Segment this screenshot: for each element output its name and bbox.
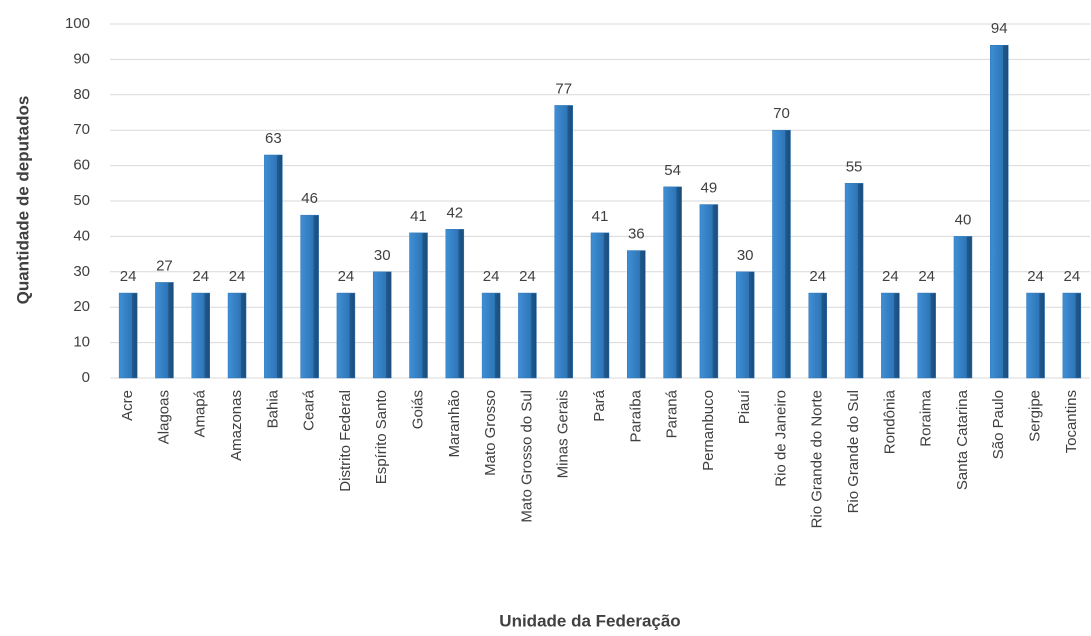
data-label: 24 — [882, 268, 899, 285]
bar — [590, 232, 610, 379]
x-tick-label: Amazonas — [228, 390, 245, 461]
bar — [735, 271, 755, 379]
bar — [227, 292, 247, 379]
y-tick-label: 90 — [73, 50, 90, 67]
y-tick-label: 30 — [73, 263, 90, 280]
bar — [808, 292, 828, 379]
x-tick-label: Ceará — [301, 389, 318, 431]
data-label: 55 — [846, 158, 863, 175]
x-tick-label: Maranhão — [446, 390, 463, 458]
data-label: 49 — [701, 180, 718, 197]
y-tick-label: 10 — [73, 334, 90, 351]
bar — [699, 204, 719, 379]
data-label: 24 — [918, 268, 935, 285]
bar — [1026, 292, 1045, 379]
x-tick-label: Pernanbuco — [700, 390, 717, 471]
y-tick-label: 20 — [73, 298, 90, 315]
x-tick-label: Piauí — [736, 389, 753, 424]
x-tick-label: Paraná — [664, 389, 681, 438]
bar — [118, 292, 138, 379]
data-label: 30 — [737, 247, 754, 264]
data-label: 24 — [120, 268, 137, 285]
data-label: 46 — [301, 190, 318, 207]
data-label: 94 — [991, 20, 1008, 37]
bar — [481, 292, 501, 379]
bar — [844, 183, 864, 379]
data-label: 24 — [483, 268, 500, 285]
x-tick-label: Acre — [119, 390, 136, 421]
bar — [155, 282, 174, 379]
y-tick-label: 100 — [65, 15, 90, 32]
y-tick-label: 80 — [73, 86, 90, 103]
y-tick-label: 70 — [73, 121, 90, 138]
data-label: 30 — [374, 247, 391, 264]
x-tick-label: Tocantins — [1063, 390, 1080, 453]
data-label: 24 — [809, 268, 826, 285]
x-tick-label: Pará — [591, 389, 608, 421]
bar — [627, 250, 646, 379]
x-tick-label: Alagoas — [155, 390, 172, 444]
data-label: 70 — [773, 105, 790, 122]
y-tick-label: 60 — [73, 157, 90, 174]
data-label: 24 — [229, 268, 246, 285]
x-tick-label: Goiás — [409, 390, 426, 429]
data-label: 77 — [555, 80, 572, 97]
bar — [917, 292, 936, 379]
data-label: 41 — [410, 208, 427, 225]
x-tick-label: Bahia — [264, 389, 281, 428]
bar — [191, 292, 210, 379]
bar — [1062, 292, 1082, 379]
data-label: 27 — [156, 257, 173, 274]
data-label: 24 — [1064, 268, 1081, 285]
data-label: 24 — [192, 268, 209, 285]
bar — [772, 129, 791, 379]
x-tick-label: São Paulo — [990, 390, 1007, 459]
y-tick-label: 40 — [73, 227, 90, 244]
x-tick-label: Roraima — [918, 389, 935, 446]
x-tick-label: Mato Grosso do Sul — [518, 390, 535, 523]
x-tick-label: Rondônia — [881, 389, 898, 454]
bar — [445, 229, 465, 379]
bar — [300, 214, 319, 379]
bar — [554, 105, 573, 379]
x-tick-label: Paraíba — [627, 389, 644, 442]
y-axis-title: Quantidade de deputados — [13, 96, 32, 305]
x-tick-label: Minas Gerais — [555, 390, 572, 478]
x-tick-label: Amapá — [192, 389, 209, 437]
x-tick-label: Rio Grande do Sul — [845, 390, 862, 513]
data-label: 42 — [446, 204, 463, 221]
data-label: 24 — [1027, 268, 1044, 285]
y-tick-label: 50 — [73, 192, 90, 209]
bar — [953, 236, 973, 379]
x-tick-label: Distrito Federal — [337, 390, 354, 492]
y-tick-label: 0 — [82, 369, 90, 386]
data-label: 36 — [628, 226, 645, 243]
bar — [336, 292, 356, 379]
data-label: 63 — [265, 130, 282, 147]
bar — [663, 186, 682, 379]
x-tick-label: Sergipe — [1027, 390, 1044, 442]
x-tick-label: Espírito Santo — [373, 390, 390, 484]
x-tick-label: Santa Catarina — [954, 389, 971, 490]
bar — [409, 232, 428, 379]
bar — [881, 292, 900, 379]
data-label: 41 — [592, 208, 609, 225]
data-label: 24 — [338, 268, 355, 285]
x-tick-label: Rio Grande do Norte — [809, 390, 826, 528]
bar — [372, 271, 392, 379]
x-axis-title: Unidade da Federação — [499, 611, 680, 630]
data-label: 24 — [519, 268, 536, 285]
data-label: 54 — [664, 162, 681, 179]
x-tick-label: Mato Grosso — [482, 390, 499, 476]
bar — [518, 292, 537, 379]
bar — [990, 44, 1009, 379]
bar — [264, 154, 283, 379]
x-tick-label: Rio de Janeiro — [772, 390, 789, 487]
data-label: 40 — [955, 211, 972, 228]
